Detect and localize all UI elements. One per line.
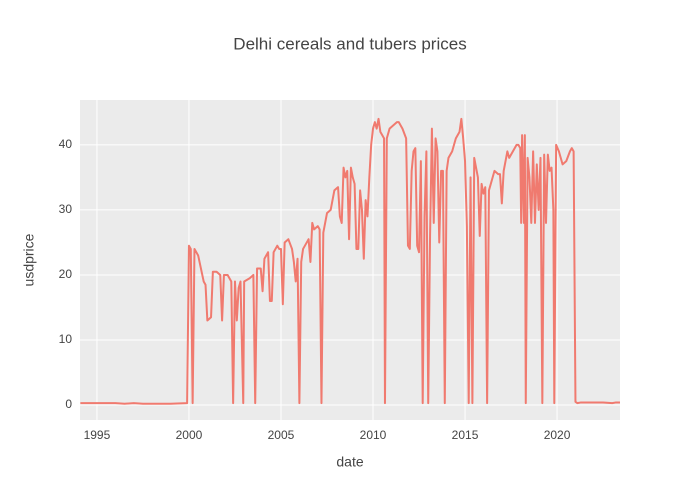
x-tick-label: 2020 — [544, 428, 571, 442]
x-axis-title: date — [336, 454, 363, 470]
x-tick-label: 2010 — [360, 428, 387, 442]
x-tick-label: 1995 — [84, 428, 111, 442]
y-tick-label: 0 — [65, 397, 72, 411]
y-tick-label: 20 — [59, 267, 73, 281]
x-tick-label: 2015 — [452, 428, 479, 442]
y-tick-label: 10 — [59, 332, 73, 346]
y-axis-title: usdprice — [21, 233, 37, 286]
x-tick-label: 2000 — [176, 428, 203, 442]
plot-area — [80, 100, 620, 420]
price-line — [80, 117, 620, 405]
chart-title: Delhi cereals and tubers prices — [233, 34, 466, 53]
y-tick-label: 40 — [59, 137, 73, 151]
x-tick-label: 2005 — [268, 428, 295, 442]
y-tick-label: 30 — [59, 202, 73, 216]
